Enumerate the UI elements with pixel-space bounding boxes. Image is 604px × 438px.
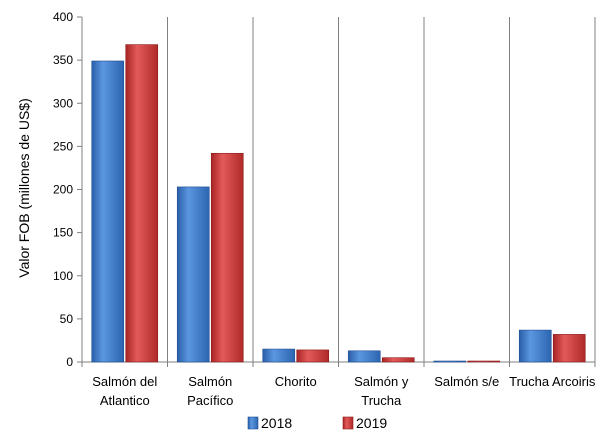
bar-2018-5 — [518, 329, 552, 363]
x-category-label: Salmón s/e — [434, 374, 499, 389]
plot-area: 0 50 100 150 200 250 300 350 400 Salmón del Atlant… — [53, 10, 596, 431]
y-tick-label: 300 — [53, 96, 73, 110]
bar-2018-3 — [347, 350, 381, 363]
legend-swatch-2018 — [247, 416, 259, 430]
y-tick-label: 400 — [53, 10, 73, 24]
y-axis-label: Valor FOB (millones de US$) — [16, 98, 32, 277]
x-category-label: Atlantico — [100, 393, 150, 408]
bar-2018-0 — [91, 60, 125, 363]
legend-label-2018: 2018 — [261, 415, 292, 431]
legend-label-2019: 2019 — [356, 415, 387, 431]
bar-2019-3 — [381, 357, 415, 363]
bar-2018-1 — [176, 186, 210, 363]
legend-swatch-2019 — [342, 416, 354, 430]
bar-2018-2 — [262, 348, 296, 363]
bar-2019-0 — [125, 44, 159, 363]
bar-2018-4 — [433, 360, 467, 363]
bar-2019-1 — [210, 152, 244, 363]
x-category-label: Salmón — [188, 374, 232, 389]
y-tick-label: 100 — [53, 269, 73, 283]
x-category-label: Trucha — [361, 393, 402, 408]
y-tick-label: 50 — [60, 312, 74, 326]
y-tick-label: 350 — [53, 53, 73, 67]
bar-2019-5 — [552, 334, 586, 363]
x-category-label: Trucha Arcoiris — [509, 374, 596, 389]
y-tick-label: 150 — [53, 226, 73, 240]
y-tick-label: 200 — [53, 183, 73, 197]
x-category-label: Salmón del — [92, 374, 157, 389]
x-category-label: Chorito — [275, 374, 317, 389]
x-category-label: Salmón y — [354, 374, 409, 389]
y-tick-label: 250 — [53, 139, 73, 153]
y-tick-label: 0 — [66, 355, 73, 369]
bar-2019-4 — [467, 360, 501, 363]
bar-2019-2 — [296, 349, 330, 363]
x-category-label: Pacífico — [187, 393, 233, 408]
